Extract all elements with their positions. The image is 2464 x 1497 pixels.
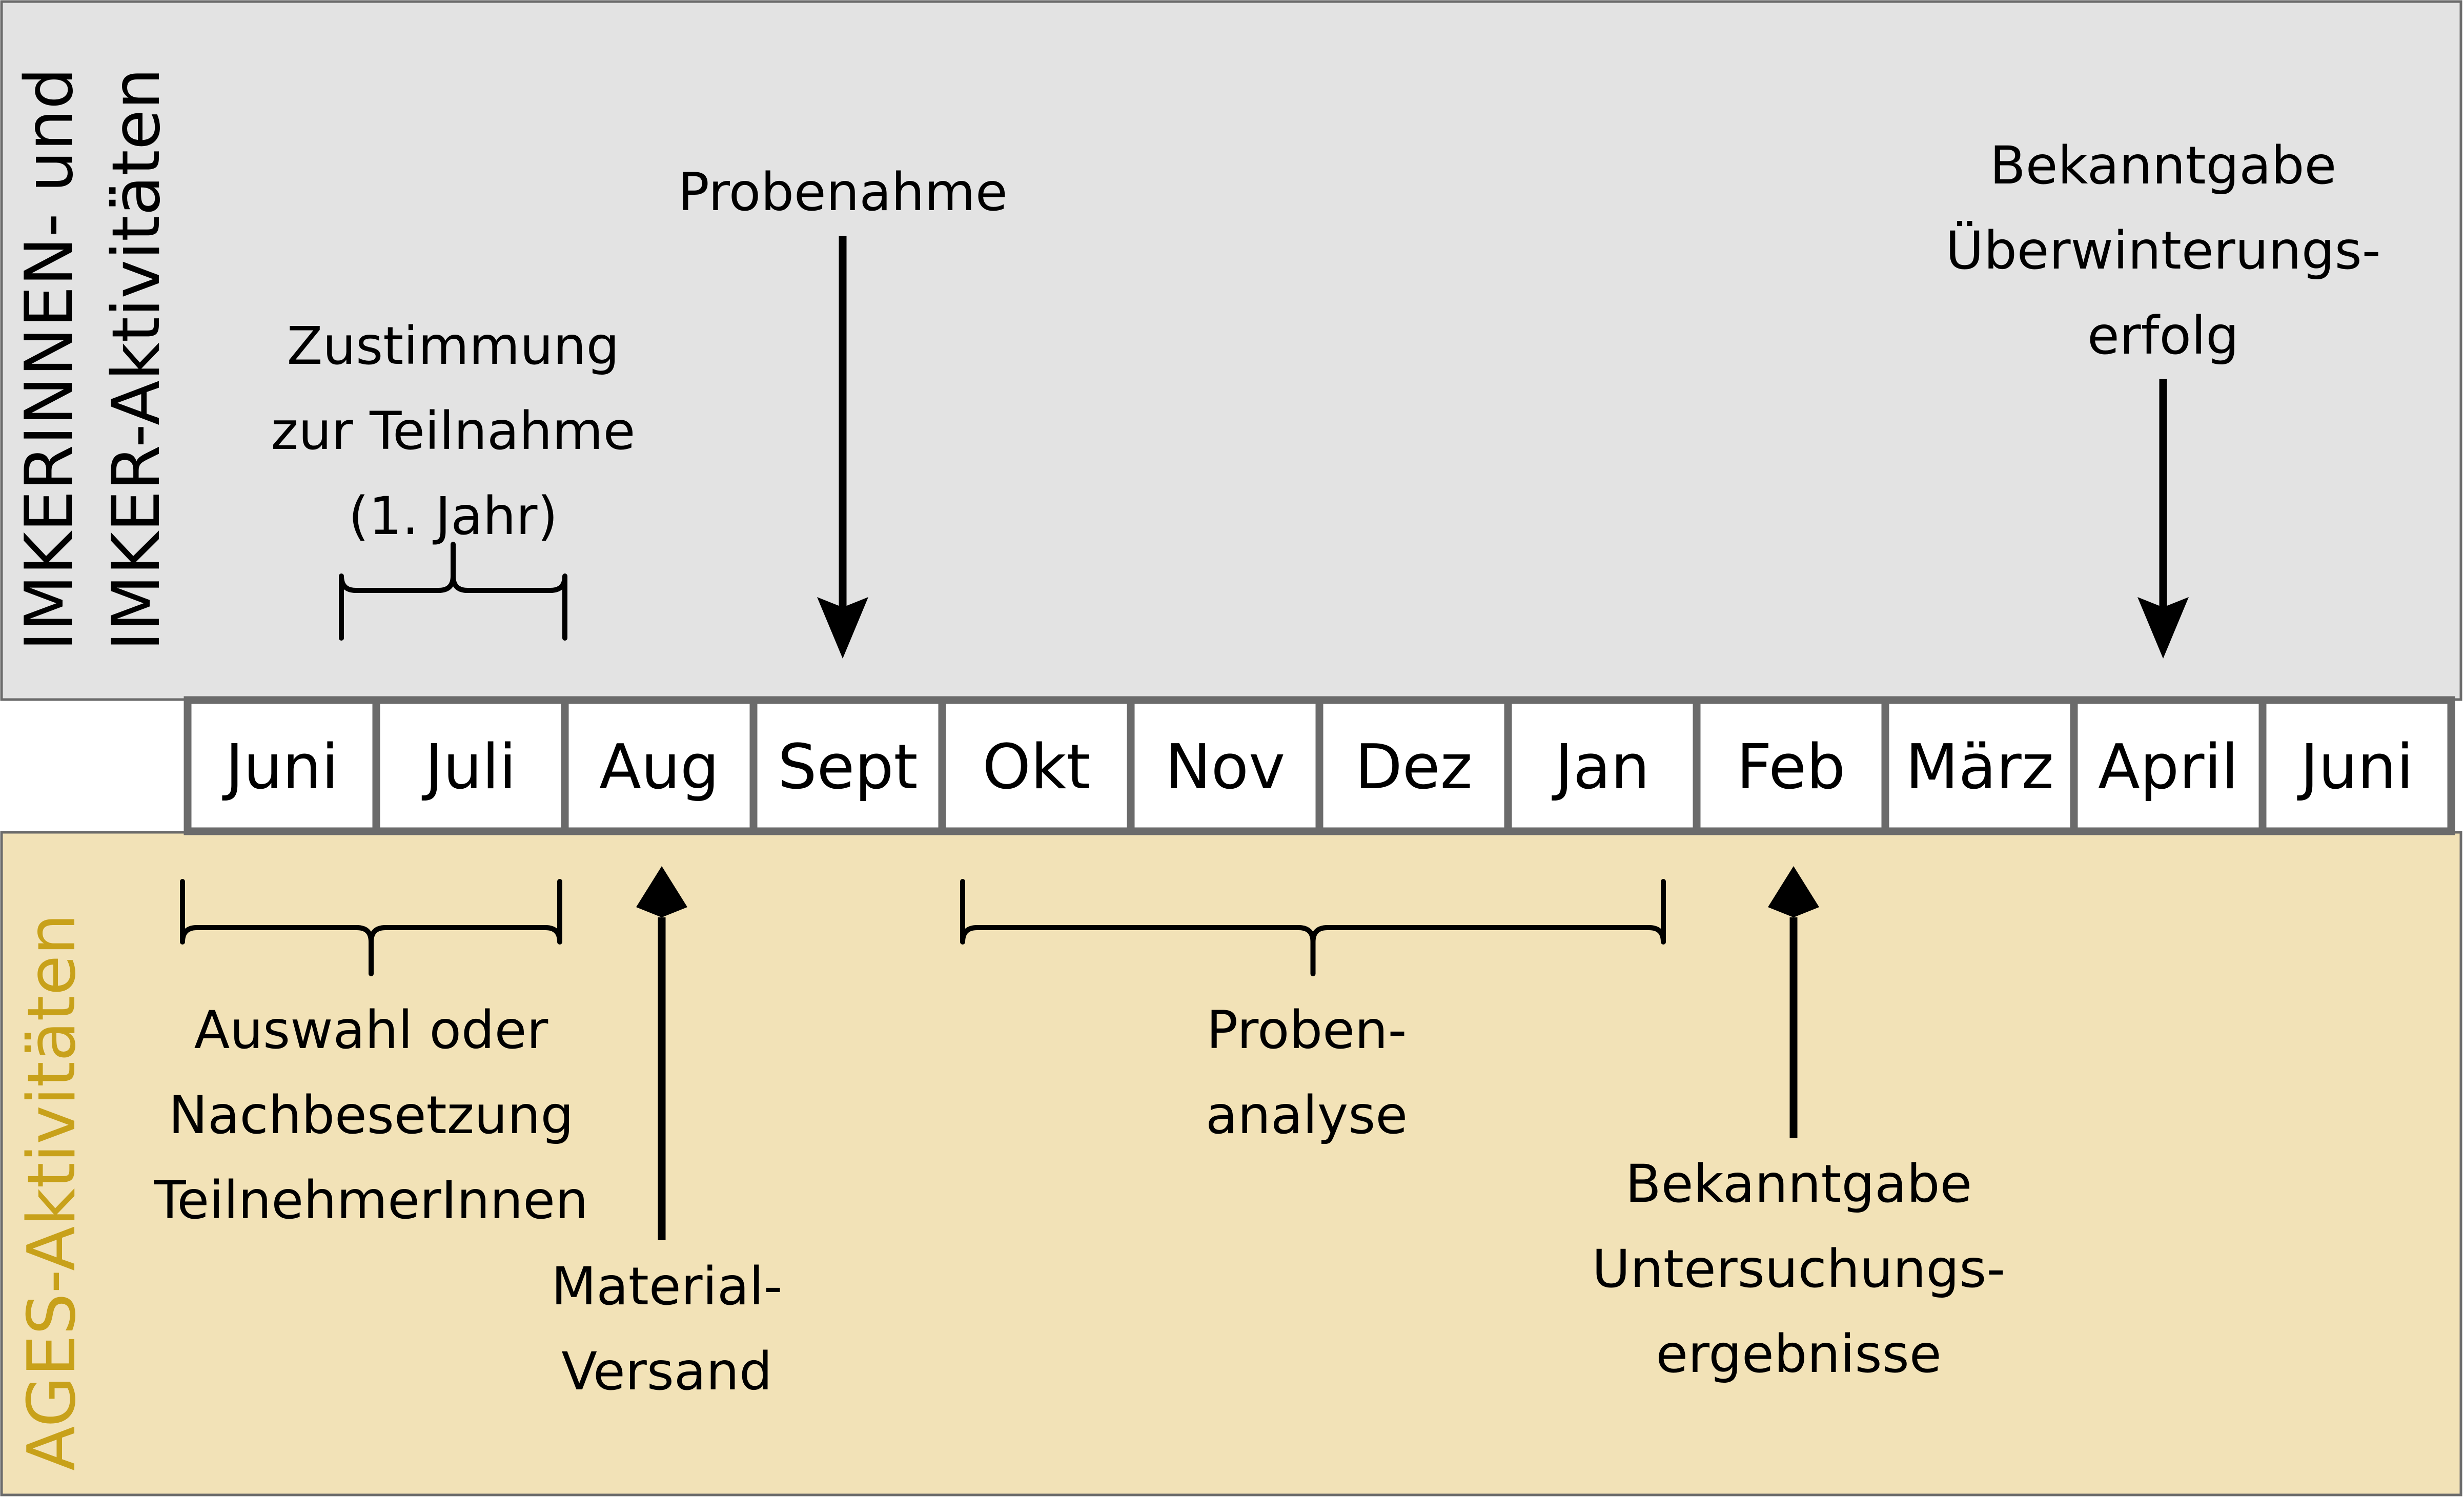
month-cell-10-maerz <box>1881 696 2078 835</box>
bottom-event-material-versand: Material- Versand <box>551 866 783 1402</box>
bottom-event-label-bekanntgabe-untersuchungs-ergebnisse-line-3: ergebnisse <box>1656 1324 1941 1385</box>
top-band <box>0 0 2462 701</box>
bottom-event-label-material-versand-line-1: Material- <box>551 1256 782 1317</box>
month-label-10: März <box>1905 732 2053 803</box>
bottom-event-label-proben-analyse-line-2: analyse <box>1206 1085 1408 1146</box>
month-cell-3-aug <box>561 696 758 835</box>
month-cell-5-okt <box>938 696 1135 835</box>
bottom-event-arrow-material-versand-head <box>636 866 687 917</box>
month-label-1: Juni <box>222 732 339 803</box>
bottom-event-brace-proben-analyse <box>960 879 1666 976</box>
top-band-events: Zustimmung zur Teilnahme (1. Jahr) Probenah… <box>271 135 2381 659</box>
top-event-zustimmung-zur-teilnahme-1-jahr: Zustimmung zur Teilnahme (1. Jahr) <box>271 316 636 641</box>
month-label-2: Juli <box>421 732 516 803</box>
month-cell-7-dez <box>1315 696 1512 835</box>
month-label-8: Jan <box>1552 732 1650 803</box>
top-event-label-zustimmung-zur-teilnahme-1-jahr-line-3: (1. Jahr) <box>349 486 558 547</box>
top-event-probenahme: Probenahme <box>678 162 1008 659</box>
month-label-6: Nov <box>1165 732 1285 803</box>
top-event-label-bekanntgabe-ueberwinterungs-erfolg-line-3: erfolg <box>2087 305 2239 366</box>
top-event-label-bekanntgabe-ueberwinterungs-erfolg-line-2: Überwinterungs- <box>1945 220 2380 281</box>
top-event-bekanntgabe-ueberwinterungs-erfolg: Bekanntgabe Überwinterungs-erfolg <box>1945 135 2381 659</box>
top-event-arrow-bekanntgabe-ueberwinterungs-erfolg-head <box>2137 597 2189 659</box>
month-label-3: Aug <box>599 732 719 803</box>
bottom-band-label: AGES-Aktivitäten <box>14 914 90 1471</box>
top-event-label-zustimmung-zur-teilnahme-1-jahr-line-2: zur Teilnahme <box>271 401 636 462</box>
top-event-arrow-probenahme-head <box>817 597 868 659</box>
top-event-brace-zustimmung-zur-teilnahme-1-jahr <box>339 542 567 641</box>
month-cell-6-nov <box>1127 696 1323 835</box>
bottom-event-bekanntgabe-untersuchungs-ergebnisse: Bekanntgabe Untersuchungs-ergebnisse <box>1592 866 2006 1385</box>
bottom-event-label-material-versand-line-2: Versand <box>561 1341 772 1402</box>
top-band-label-line-1: IMKERINNEN- und <box>11 68 88 651</box>
bottom-event-label-proben-analyse-line-1: Proben- <box>1207 1000 1407 1061</box>
top-event-label-bekanntgabe-ueberwinterungs-erfolg-line-1: Bekanntgabe <box>1990 135 2337 196</box>
month-cell-8-jan <box>1504 696 1701 835</box>
month-cell-12-juni <box>2258 696 2455 835</box>
bottom-event-auswahl-oder-nachbesetzung-teilnehmerinnen: Auswahl oder Nachbesetzung TeilnehmerInnen <box>153 879 588 1231</box>
top-event-label-zustimmung-zur-teilnahme-1-jahr-line-1: Zustimmung <box>287 316 620 377</box>
month-label-7: Dez <box>1355 732 1472 803</box>
bottom-event-brace-auswahl-oder-nachbesetzung-teilnehmerinnen <box>180 879 562 976</box>
month-cell-11-april <box>2070 696 2267 835</box>
bottom-event-proben-analyse: Proben-analyse <box>960 879 1666 1146</box>
month-timeline: Juni Juli Aug Sept Okt Nov Dez Jan Feb März April J… <box>184 696 2455 835</box>
month-label-5: Okt <box>983 732 1091 803</box>
month-cell-1-juni <box>184 696 380 835</box>
bottom-event-label-auswahl-oder-nachbesetzung-teilnehmerinnen-line-2: Nachbesetzung <box>169 1085 574 1146</box>
bottom-band-events: Auswahl oder Nachbesetzung TeilnehmerInnen… <box>153 866 2005 1402</box>
month-label-11: April <box>2098 732 2238 803</box>
bottom-event-label-auswahl-oder-nachbesetzung-teilnehmerinnen-line-1: Auswahl oder <box>194 1000 548 1061</box>
month-label-12: Juni <box>2297 732 2414 803</box>
bottom-event-label-auswahl-oder-nachbesetzung-teilnehmerinnen-line-3: TeilnehmerInnen <box>153 1170 588 1231</box>
bottom-event-arrow-bekanntgabe-untersuchungs-ergebnisse-head <box>1768 866 1819 917</box>
bottom-event-label-bekanntgabe-untersuchungs-ergebnisse-line-1: Bekanntgabe <box>1625 1154 1972 1215</box>
month-label-9: Feb <box>1737 732 1845 803</box>
bottom-band <box>0 831 2462 1496</box>
top-event-label-probenahme-line-1: Probenahme <box>678 162 1007 223</box>
bottom-event-label-bekanntgabe-untersuchungs-ergebnisse-line-2: Untersuchungs- <box>1592 1239 2006 1300</box>
month-label-4: Sept <box>778 732 918 803</box>
top-band-label-line-2: IMKER-Aktivitäten <box>98 68 175 651</box>
